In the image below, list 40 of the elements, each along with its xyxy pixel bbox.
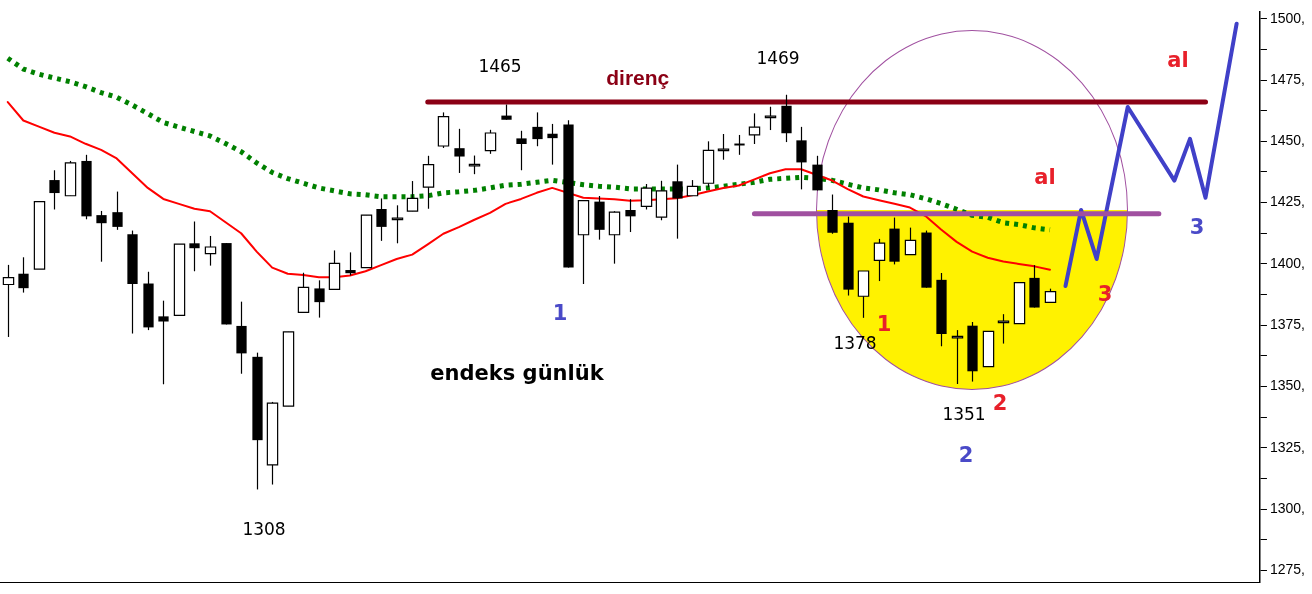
y-tick-label: 1500, (1269, 9, 1306, 26)
series-label: direnç (606, 65, 670, 89)
annotation: 2 (958, 443, 974, 468)
candlestick (345, 251, 356, 277)
annotation: 1 (876, 312, 892, 337)
candlestick (625, 198, 636, 233)
candlestick (18, 256, 29, 294)
annotation: 1351 (942, 404, 986, 425)
annotation: al (1034, 165, 1056, 190)
candlestick (532, 111, 543, 147)
y-tick-label: 1375, (1269, 316, 1306, 333)
annotation: 1308 (242, 519, 286, 540)
candlestick (314, 279, 325, 319)
annotation: 2 (992, 391, 1008, 416)
y-tick-label: 1400, (1269, 254, 1306, 271)
candlestick (547, 123, 558, 166)
annotation: 1469 (756, 48, 800, 69)
y-tick-label: 1475, (1269, 70, 1306, 87)
annotation: 3 (1189, 215, 1205, 240)
candlestick (827, 193, 838, 235)
annotation: endeks günlük (430, 361, 605, 386)
candlestick (454, 128, 465, 174)
y-tick-label: 1325, (1269, 438, 1306, 455)
y-tick-label: 1350, (1269, 377, 1306, 394)
y-tick-label: 1275, (1269, 561, 1306, 578)
annotation: 1 (552, 301, 568, 326)
candlestick (516, 130, 527, 171)
y-tick-label: 1425, (1269, 193, 1306, 210)
candlestick (189, 220, 200, 272)
candlestick (672, 164, 683, 240)
candlestick (96, 210, 107, 263)
candlestick (796, 126, 807, 190)
y-tick-label: 1300, (1269, 499, 1306, 516)
annotation: 1465 (478, 56, 522, 77)
candlestick (158, 300, 169, 385)
candlestick (376, 197, 387, 242)
candlestick (49, 169, 60, 211)
candlestick (112, 190, 123, 231)
annotation: al (1167, 48, 1189, 73)
y-tick-label: 1450, (1269, 132, 1306, 149)
